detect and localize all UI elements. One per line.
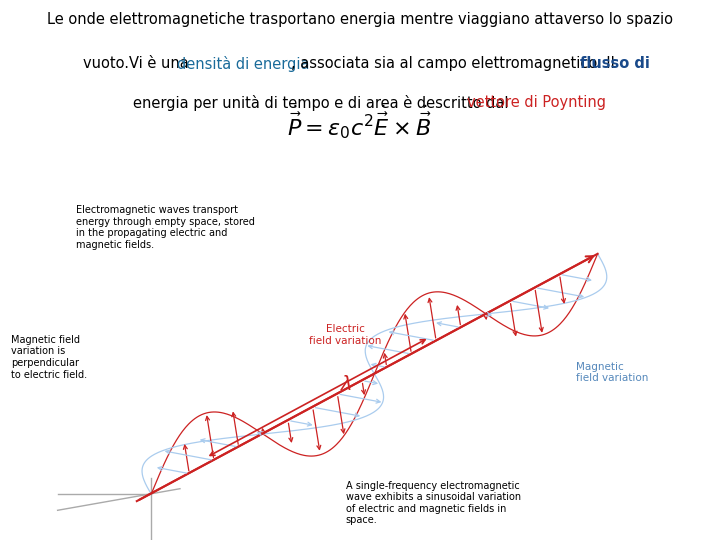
Text: vettore di Poynting: vettore di Poynting <box>467 95 606 110</box>
Text: Magnetic field
variation is
perpendicular
to electric field.: Magnetic field variation is perpendicula… <box>11 335 87 380</box>
Text: , associata sia al campo elettromagnetico. Il: , associata sia al campo elettromagnetic… <box>291 56 619 71</box>
Text: vuoto.Vi è una: vuoto.Vi è una <box>83 56 193 71</box>
Text: Le onde elettromagnetiche trasportano energia mentre viaggiano attaverso lo spaz: Le onde elettromagnetiche trasportano en… <box>47 12 673 27</box>
Text: $\dot{\vec{P}}=\varepsilon_0 c^2\dot{\vec{E}}\times\dot{\vec{B}}$: $\dot{\vec{P}}=\varepsilon_0 c^2\dot{\ve… <box>287 103 433 140</box>
Text: flusso di: flusso di <box>580 56 650 71</box>
Text: A single-frequency electromagnetic
wave exhibits a sinusoidal variation
of elect: A single-frequency electromagnetic wave … <box>346 481 521 525</box>
Text: energia per unità di tempo e di area è descritto dal: energia per unità di tempo e di area è d… <box>133 95 513 111</box>
Text: λ: λ <box>341 375 352 394</box>
Text: Magnetic
field variation: Magnetic field variation <box>576 362 649 383</box>
Text: Electric
field variation: Electric field variation <box>310 324 382 346</box>
Text: Electromagnetic waves transport
energy through empty space, stored
in the propag: Electromagnetic waves transport energy t… <box>76 205 254 250</box>
Text: densità di energia: densità di energia <box>177 56 310 72</box>
